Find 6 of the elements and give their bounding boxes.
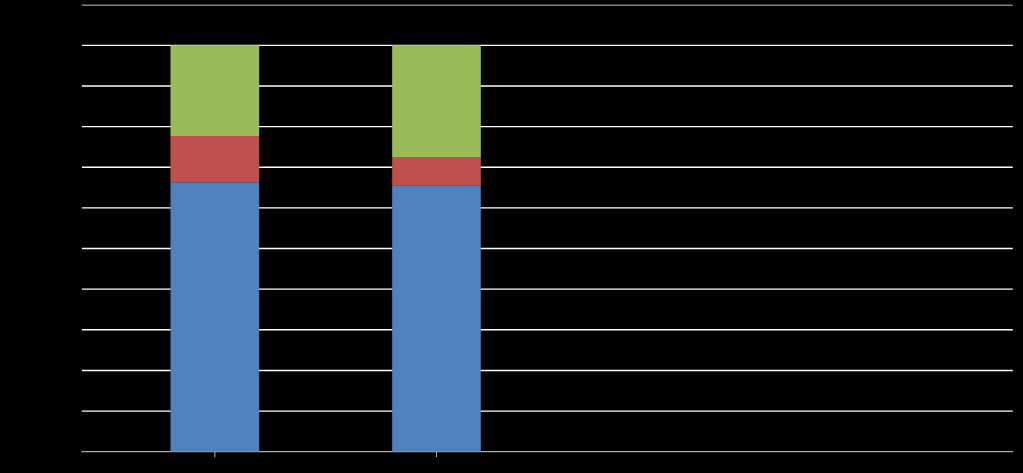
bar bbox=[170, 45, 260, 136]
bar bbox=[170, 182, 260, 452]
bar bbox=[392, 45, 481, 158]
bar bbox=[392, 185, 481, 452]
bar bbox=[392, 157, 481, 186]
bar bbox=[170, 135, 260, 183]
